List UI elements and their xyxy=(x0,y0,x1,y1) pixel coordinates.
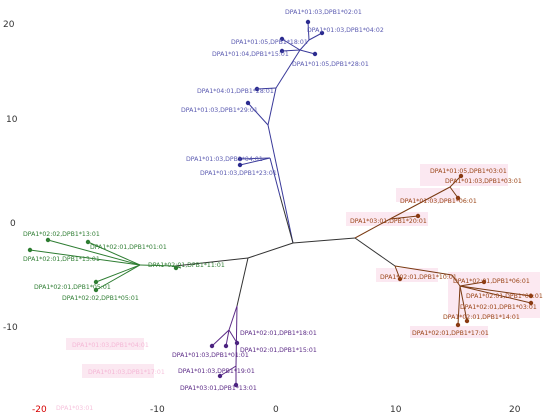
leaf-node xyxy=(305,19,311,25)
leaf-node xyxy=(233,382,239,388)
x-tick: -20 xyxy=(32,405,47,415)
leaf-label: DPA1*02:01,DPB1*15:01 xyxy=(240,347,317,354)
clade-orange xyxy=(354,175,532,326)
leaf-label: DPA1*01:03,DPB1*19:01 xyxy=(178,368,255,375)
leaf-node xyxy=(93,279,99,285)
clade-green-nodes xyxy=(27,237,179,293)
leaf-node xyxy=(173,265,179,271)
leaf-node xyxy=(254,86,260,92)
y-tick: -10 xyxy=(3,323,18,333)
leaf-node xyxy=(528,300,534,306)
leaf-label: DPA1*02:01,DPB1*03:01 xyxy=(460,304,537,311)
clade-orange-nodes xyxy=(397,173,534,328)
leaf-node xyxy=(312,51,318,57)
leaf-label: DPA1*02:01,DPB1*10:01 xyxy=(380,274,457,281)
clade-orange-labels: DPA1*01:05,DPB1*03:01 DPA1*01:03,DPB1*03… xyxy=(350,168,543,337)
x-axis-ticks: -20 -10 0 10 20 xyxy=(32,405,521,415)
leaf-label: DPA1*02:01,DPB1*18:01 xyxy=(240,330,317,337)
leaf-node xyxy=(237,162,243,168)
leaf-node xyxy=(481,279,487,285)
leaf-node xyxy=(223,343,229,349)
leaf-label: DPA1*02:01,DPB1*13:01 xyxy=(23,256,100,263)
faint-label: DPA1*01:03,DPB1*17:01 xyxy=(88,369,165,376)
leaf-label: DPA1*02:01,DPB1*05:01 xyxy=(34,284,111,291)
leaf-node xyxy=(85,239,91,245)
leaf-label: DPA1*01:03,DPB1*29:01 xyxy=(181,107,258,114)
leaf-label: DPA1*01:05,DPB1*18:01 xyxy=(231,39,308,46)
clade-purple xyxy=(211,305,238,385)
leaf-node xyxy=(245,100,251,106)
leaf-node xyxy=(397,276,403,282)
leaf-label: DPA1*01:03,DPB1*01:01 xyxy=(172,352,249,359)
x-tick: 0 xyxy=(273,405,279,415)
leaf-label: DPA1*02:02,DPB1*05:01 xyxy=(62,295,139,302)
clade-purple-nodes xyxy=(209,340,240,388)
leaf-label: DPA1*01:04,DPB1*15:01 xyxy=(212,51,289,58)
x-tick: 20 xyxy=(509,405,521,415)
leaf-label: DPA1*01:05,DPB1*03:01 xyxy=(430,168,507,175)
leaf-node xyxy=(464,318,470,324)
leaf-node xyxy=(458,173,464,179)
leaf-label: DPA1*02:01,DPB1*11:01 xyxy=(148,262,225,269)
leaf-node xyxy=(217,373,223,379)
clade-blue-labels: DPA1*01:03,DPB1*02:01 DPA1*01:03,DPB1*04… xyxy=(181,9,384,177)
faint-label: DPA1*01:03,DPB1*04:01 xyxy=(72,342,149,349)
leaf-node xyxy=(415,213,421,219)
leaf-node xyxy=(234,340,240,346)
label-highlights xyxy=(66,164,540,378)
leaf-label: DPA1*01:03,DPB1*23:01 xyxy=(200,170,277,177)
leaf-label: DPA1*02:01,DPB1*01:01 xyxy=(90,244,167,251)
leaf-label: DPA1*03:01,DPB1*20:01 xyxy=(350,218,427,225)
trunk xyxy=(174,195,396,307)
leaf-node xyxy=(319,30,325,36)
leaf-node xyxy=(279,36,285,42)
clade-purple-labels: DPA1*02:01,DPB1*18:01 DPA1*02:01,DPB1*15… xyxy=(172,330,317,392)
leaf-label: DPA1*01:03,DPB1*03:01 xyxy=(445,178,522,185)
clade-blue-nodes xyxy=(237,19,325,168)
x-tick: -10 xyxy=(150,405,165,415)
clade-green-labels: DPA1*02:02,DPB1*13:01 DPA1*02:01,DPB1*01… xyxy=(23,231,225,302)
leaf-label: DPA1*02:01,DPB1*14:01 xyxy=(443,314,520,321)
y-tick: 0 xyxy=(10,219,16,229)
leaf-label: DPA1*01:05,DPB1*28:01 xyxy=(292,61,369,68)
leaf-label: DPA1*02:01,DPB1*17:01 xyxy=(412,330,489,337)
leaf-node xyxy=(279,48,285,54)
leaf-label: DPA1*01:03,DPB1*02:01 xyxy=(285,9,362,16)
x-tick: 10 xyxy=(390,405,402,415)
leaf-label: DPA1*02:01,DPB1*06:01 xyxy=(453,278,530,285)
leaf-label: DPA1*02:01,DPB1*09:01 xyxy=(466,293,543,300)
leaf-node xyxy=(45,237,51,243)
leaf-node xyxy=(455,195,461,201)
leaf-label: DPA1*01:03,DPB1*04:01 xyxy=(186,156,263,163)
faint-label: DPA1*03:01 xyxy=(56,405,93,412)
leaf-node xyxy=(27,247,33,253)
clade-blue xyxy=(239,21,323,244)
y-tick: 20 xyxy=(3,20,15,30)
y-tick: 10 xyxy=(6,115,18,125)
leaf-node xyxy=(455,322,461,328)
leaf-label: DPA1*01:03,DPB1*04:02 xyxy=(307,27,384,34)
y-axis-ticks: 20 10 0 -10 xyxy=(3,20,18,333)
clade-green xyxy=(29,239,182,291)
leaf-node xyxy=(237,156,243,162)
leaf-label: DPA1*04:01,DPB1*28:01 xyxy=(197,88,274,95)
leaf-label: DPA1*01:03,DPB1*06:01 xyxy=(400,198,477,205)
leaf-label: DPA1*03:01,DPB1*13:01 xyxy=(180,385,257,392)
leaf-node xyxy=(93,287,99,293)
leaf-node xyxy=(209,343,215,349)
leaf-label: DPA1*02:02,DPB1*13:01 xyxy=(23,231,100,238)
faint-labels: DPA1*01:03,DPB1*04:01 DPA1*01:03,DPB1*17… xyxy=(56,342,165,412)
leaf-node xyxy=(528,293,534,299)
